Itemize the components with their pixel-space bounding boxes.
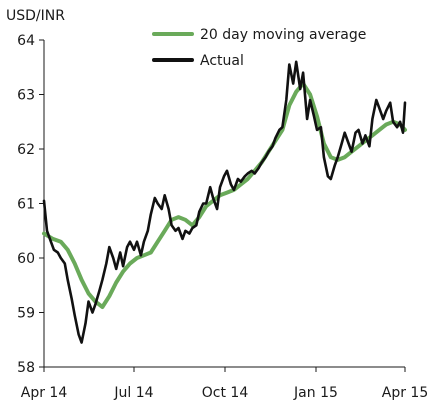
legend-label-actual: Actual bbox=[200, 53, 244, 69]
x-tick-label: Apr 15 bbox=[382, 385, 428, 401]
x-tick-label: Jan 15 bbox=[293, 385, 338, 401]
y-tick-label: 59 bbox=[17, 306, 35, 322]
series-line-moving-average bbox=[42, 81, 407, 309]
series-layer bbox=[42, 60, 407, 344]
series-line-actual bbox=[42, 60, 407, 344]
legend: 20 day moving average Actual bbox=[152, 27, 366, 69]
y-tick-label: 58 bbox=[17, 360, 35, 376]
y-tick-label: 63 bbox=[17, 88, 35, 104]
axes: 58 59 60 61 62 63 64 Apr 14 Jul 14 Oct 14 Jan 15 Ap… bbox=[17, 33, 428, 401]
y-tick-label: 60 bbox=[17, 251, 35, 267]
x-tick-label: Jul 14 bbox=[113, 385, 153, 401]
y-tick-label: 62 bbox=[17, 142, 35, 158]
legend-label-moving-average: 20 day moving average bbox=[200, 27, 366, 43]
y-axis-label: USD/INR bbox=[6, 8, 65, 24]
y-tick-label: 61 bbox=[17, 197, 35, 213]
x-tick-label: Apr 14 bbox=[21, 385, 68, 401]
x-tick-label: Oct 14 bbox=[202, 385, 249, 401]
y-tick-label: 64 bbox=[17, 33, 35, 49]
